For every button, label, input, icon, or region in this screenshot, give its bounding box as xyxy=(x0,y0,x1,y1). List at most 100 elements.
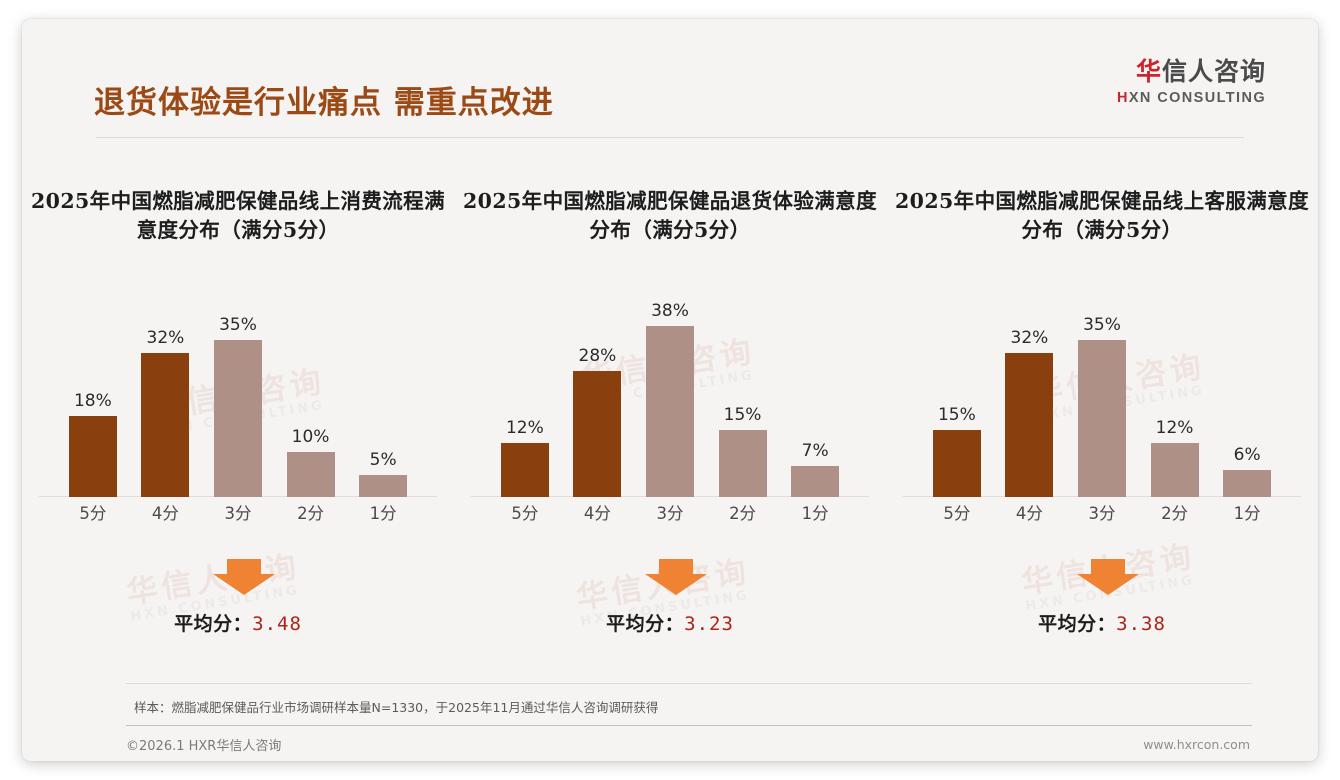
bar[interactable] xyxy=(500,443,549,497)
average-score-value: 3.48 xyxy=(252,613,302,635)
bar[interactable] xyxy=(1223,470,1272,497)
bar[interactable] xyxy=(359,474,408,497)
plot-area: 18% 32% 35% 10% 5% xyxy=(57,287,420,497)
plot-area: 12% 28% 38% 15% 7% xyxy=(489,287,852,497)
bar-value-label: 15% xyxy=(937,404,976,425)
charts-row: 2025年中国燃脂减肥保健品线上消费流程满意度分布（满分5分） 18% 32% 35%… xyxy=(22,169,1318,669)
x-axis-tick-label: 3分 xyxy=(656,504,684,523)
average-score-value: 3.38 xyxy=(1116,613,1166,635)
x-axis-tick-label: 1分 xyxy=(1233,504,1261,523)
bar-value-label: 28% xyxy=(578,346,617,366)
bar-group[interactable]: 12% xyxy=(1138,287,1211,497)
bar-group[interactable]: 32% xyxy=(129,287,202,497)
x-axis-tick-label: 4分 xyxy=(1015,504,1043,523)
x-axis-labels: 5分 4分 3分 2分 1分 xyxy=(921,499,1284,529)
chart-panel: 2025年中国燃脂减肥保健品退货体验满意度分布（满分5分） 12% 28% 38% 15… xyxy=(454,169,886,669)
chart-title: 2025年中国燃脂减肥保健品退货体验满意度分布（满分5分） xyxy=(463,189,877,243)
bar-value-label: 12% xyxy=(505,418,544,438)
bar-chart: 12% 28% 38% 15% 7% 5分 4分 3分 2分 1分 xyxy=(454,287,886,529)
x-axis-tick-label: 4分 xyxy=(151,504,179,523)
average-score-label: 平均分： xyxy=(1038,613,1117,635)
x-axis-tick-label: 1分 xyxy=(369,504,397,523)
slide-header: 退货体验是行业痛点 需重点改进 华信人咨询 HXN CONSULTING xyxy=(22,19,1318,138)
down-arrow-icon xyxy=(645,559,707,595)
average-score: 平均分：3.23 xyxy=(454,609,886,636)
bar-group[interactable]: 5% xyxy=(347,287,420,497)
bar-value-label: 15% xyxy=(723,404,762,425)
bar-group[interactable]: 7% xyxy=(779,287,852,497)
chart-panel: 2025年中国燃脂减肥保健品线上消费流程满意度分布（满分5分） 18% 32% 35%… xyxy=(22,169,454,669)
logo-en-rest: XN CONSULTING xyxy=(1128,90,1266,106)
bar[interactable] xyxy=(1150,443,1199,497)
bar-value-label: 32% xyxy=(1010,328,1049,348)
logo-chinese-text: 华信人咨询 xyxy=(1117,59,1266,84)
logo-english-text: HXN CONSULTING xyxy=(1117,91,1266,106)
page-title: 退货体验是行业痛点 需重点改进 xyxy=(94,85,554,121)
bar-group[interactable]: 18% xyxy=(57,287,130,497)
bar[interactable] xyxy=(932,429,981,497)
bar-group[interactable]: 35% xyxy=(1066,287,1139,497)
bar[interactable] xyxy=(718,429,767,497)
bar-value-label: 7% xyxy=(801,440,829,461)
bar-value-label: 12% xyxy=(1155,418,1194,438)
bar-group[interactable]: 6% xyxy=(1211,287,1284,497)
company-logo: 华信人咨询 HXN CONSULTING xyxy=(1117,59,1266,106)
average-score-label: 平均分： xyxy=(606,613,685,635)
x-axis-tick-label: 2分 xyxy=(729,504,757,523)
down-arrow-icon xyxy=(1077,559,1139,595)
x-axis-tick-label: 3分 xyxy=(224,504,252,523)
bar-value-label: 10% xyxy=(291,427,330,447)
bar[interactable] xyxy=(645,326,694,497)
bar[interactable] xyxy=(791,465,840,497)
x-axis-tick-label: 3分 xyxy=(1088,504,1116,523)
bar-value-label: 38% xyxy=(651,301,689,321)
logo-cn-accent-char: 华 xyxy=(1135,57,1162,86)
bar-chart: 15% 32% 35% 12% 6% 5分 4分 3分 2分 1分 xyxy=(886,287,1318,529)
bar[interactable] xyxy=(573,371,622,497)
average-score-label: 平均分： xyxy=(174,613,253,635)
logo-en-accent-char: H xyxy=(1116,90,1129,106)
bar-value-label: 18% xyxy=(73,391,112,411)
bar-value-label: 6% xyxy=(1233,445,1261,465)
website-url: www.hxrcon.com xyxy=(1143,737,1250,752)
x-axis-tick-label: 2分 xyxy=(297,504,325,523)
footer-divider xyxy=(126,725,1252,726)
bar-group[interactable]: 38% xyxy=(634,287,707,497)
down-arrow-icon xyxy=(213,559,275,595)
average-score: 平均分：3.48 xyxy=(22,609,454,636)
x-axis-labels: 5分 4分 3分 2分 1分 xyxy=(489,499,852,529)
slide-canvas: 华信人咨询 HXN CONSULTING 华信人咨询 HXN CONSULTIN… xyxy=(22,19,1318,761)
x-axis-tick-label: 5分 xyxy=(79,504,107,523)
x-axis-tick-label: 5分 xyxy=(943,504,971,523)
x-axis-tick-label: 2分 xyxy=(1161,504,1189,523)
bar[interactable] xyxy=(286,452,335,497)
chart-title: 2025年中国燃脂减肥保健品线上消费流程满意度分布（满分5分） xyxy=(31,189,445,243)
bar-value-label: 35% xyxy=(1083,314,1121,335)
x-axis-tick-label: 4分 xyxy=(583,504,611,523)
bar-group[interactable]: 32% xyxy=(993,287,1066,497)
bar[interactable] xyxy=(68,416,117,497)
average-score: 平均分：3.38 xyxy=(886,609,1318,636)
bar-group[interactable]: 15% xyxy=(706,287,779,497)
plot-area: 15% 32% 35% 12% 6% xyxy=(921,287,1284,497)
x-axis-labels: 5分 4分 3分 2分 1分 xyxy=(57,499,420,529)
bar[interactable] xyxy=(1005,353,1054,497)
bar[interactable] xyxy=(141,353,190,497)
bar[interactable] xyxy=(1077,339,1126,497)
bar-value-label: 35% xyxy=(219,314,257,335)
logo-cn-rest: 信人咨询 xyxy=(1161,57,1266,86)
source-footnote: 样本：燃脂减肥保健品行业市场调研样本量N=1330，于2025年11月通过华信人… xyxy=(134,700,659,715)
bar-chart: 18% 32% 35% 10% 5% 5分 4分 3分 2分 1分 xyxy=(22,287,454,529)
copyright-text: ©2026.1 HXR华信人咨询 xyxy=(126,739,282,754)
bar-group[interactable]: 15% xyxy=(921,287,994,497)
header-divider xyxy=(96,137,1244,138)
bar-group[interactable]: 28% xyxy=(561,287,634,497)
average-score-value: 3.23 xyxy=(684,613,734,635)
bar-group[interactable]: 10% xyxy=(274,287,347,497)
chart-panel: 2025年中国燃脂减肥保健品线上客服满意度分布（满分5分） 15% 32% 35% 12… xyxy=(886,169,1318,669)
bar[interactable] xyxy=(213,339,262,497)
bar-group[interactable]: 12% xyxy=(489,287,562,497)
chart-title: 2025年中国燃脂减肥保健品线上客服满意度分布（满分5分） xyxy=(895,189,1309,243)
footnote-divider xyxy=(126,683,1252,684)
bar-group[interactable]: 35% xyxy=(202,287,275,497)
